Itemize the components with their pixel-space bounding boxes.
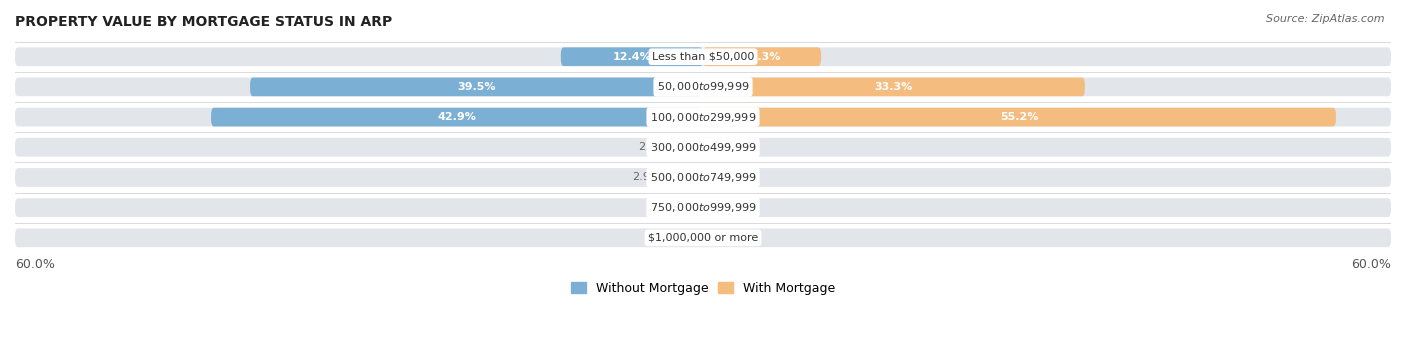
FancyBboxPatch shape (211, 108, 703, 127)
Text: 42.9%: 42.9% (437, 112, 477, 122)
FancyBboxPatch shape (561, 47, 703, 66)
Text: $750,000 to $999,999: $750,000 to $999,999 (650, 201, 756, 214)
Text: 0.0%: 0.0% (665, 233, 693, 243)
Text: 2.9%: 2.9% (633, 173, 661, 182)
FancyBboxPatch shape (250, 77, 703, 96)
Text: $300,000 to $499,999: $300,000 to $499,999 (650, 141, 756, 154)
Text: 1.2%: 1.2% (725, 142, 754, 152)
FancyBboxPatch shape (703, 108, 1336, 127)
Text: 33.3%: 33.3% (875, 82, 912, 92)
FancyBboxPatch shape (703, 77, 1085, 96)
FancyBboxPatch shape (15, 198, 1391, 217)
FancyBboxPatch shape (15, 108, 1391, 127)
Text: 0.0%: 0.0% (713, 233, 741, 243)
Text: 10.3%: 10.3% (742, 52, 782, 62)
Text: 55.2%: 55.2% (1000, 112, 1039, 122)
Legend: Without Mortgage, With Mortgage: Without Mortgage, With Mortgage (565, 277, 841, 300)
FancyBboxPatch shape (15, 228, 1391, 247)
Text: Source: ZipAtlas.com: Source: ZipAtlas.com (1267, 14, 1385, 24)
Text: 60.0%: 60.0% (15, 258, 55, 271)
Text: $1,000,000 or more: $1,000,000 or more (648, 233, 758, 243)
Text: 0.0%: 0.0% (713, 173, 741, 182)
FancyBboxPatch shape (15, 138, 1391, 157)
Text: $100,000 to $299,999: $100,000 to $299,999 (650, 110, 756, 123)
FancyBboxPatch shape (703, 138, 717, 157)
FancyBboxPatch shape (669, 168, 703, 187)
FancyBboxPatch shape (15, 168, 1391, 187)
FancyBboxPatch shape (675, 138, 703, 157)
Text: PROPERTY VALUE BY MORTGAGE STATUS IN ARP: PROPERTY VALUE BY MORTGAGE STATUS IN ARP (15, 15, 392, 29)
FancyBboxPatch shape (15, 47, 1391, 66)
FancyBboxPatch shape (15, 77, 1391, 96)
Text: 2.4%: 2.4% (638, 142, 666, 152)
Text: Less than $50,000: Less than $50,000 (652, 52, 754, 62)
Text: 12.4%: 12.4% (613, 52, 651, 62)
Text: 60.0%: 60.0% (1351, 258, 1391, 271)
FancyBboxPatch shape (703, 47, 821, 66)
Text: 39.5%: 39.5% (457, 82, 496, 92)
Text: 0.0%: 0.0% (713, 203, 741, 213)
Text: $500,000 to $749,999: $500,000 to $749,999 (650, 171, 756, 184)
Text: 0.0%: 0.0% (665, 203, 693, 213)
Text: $50,000 to $99,999: $50,000 to $99,999 (657, 80, 749, 93)
